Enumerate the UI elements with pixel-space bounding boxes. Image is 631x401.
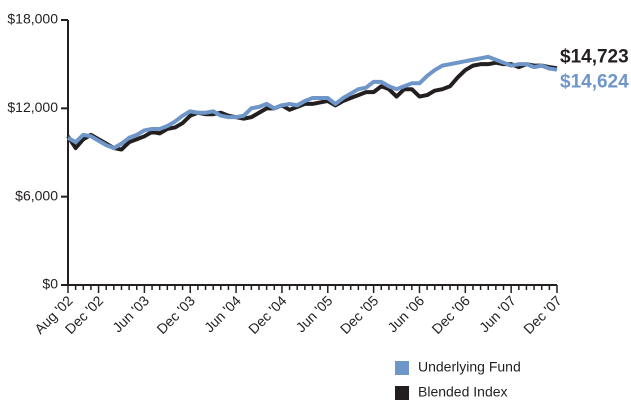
y-tick-label: $0 bbox=[42, 276, 58, 292]
end-value-label: $14,723 bbox=[560, 46, 629, 67]
x-tick-label: Jun '07 bbox=[476, 292, 519, 335]
series-line bbox=[66, 54, 558, 151]
end-value-label: $14,624 bbox=[560, 72, 629, 93]
y-tick-label: $12,000 bbox=[7, 99, 58, 115]
x-tick-label: Dec '03 bbox=[153, 292, 198, 337]
x-tick-label: Dec '07 bbox=[520, 292, 565, 337]
x-tick-label: Jun '06 bbox=[384, 292, 427, 335]
x-tick-label: Dec '06 bbox=[428, 292, 473, 337]
legend-swatch bbox=[395, 361, 409, 375]
x-tick-label: Jun '03 bbox=[109, 292, 152, 335]
legend-label: Underlying Fund bbox=[418, 359, 521, 375]
y-tick-label: $18,000 bbox=[7, 11, 58, 27]
series-line bbox=[66, 60, 558, 152]
legend-swatch bbox=[395, 386, 409, 400]
x-tick-label: Jun '05 bbox=[293, 292, 336, 335]
y-tick-label: $6,000 bbox=[15, 187, 58, 203]
x-tick-label: Jun '04 bbox=[201, 292, 244, 335]
x-tick-label: Dec '05 bbox=[337, 292, 382, 337]
legend-label: Blended Index bbox=[418, 384, 508, 400]
x-tick-label: Dec '04 bbox=[245, 292, 290, 337]
